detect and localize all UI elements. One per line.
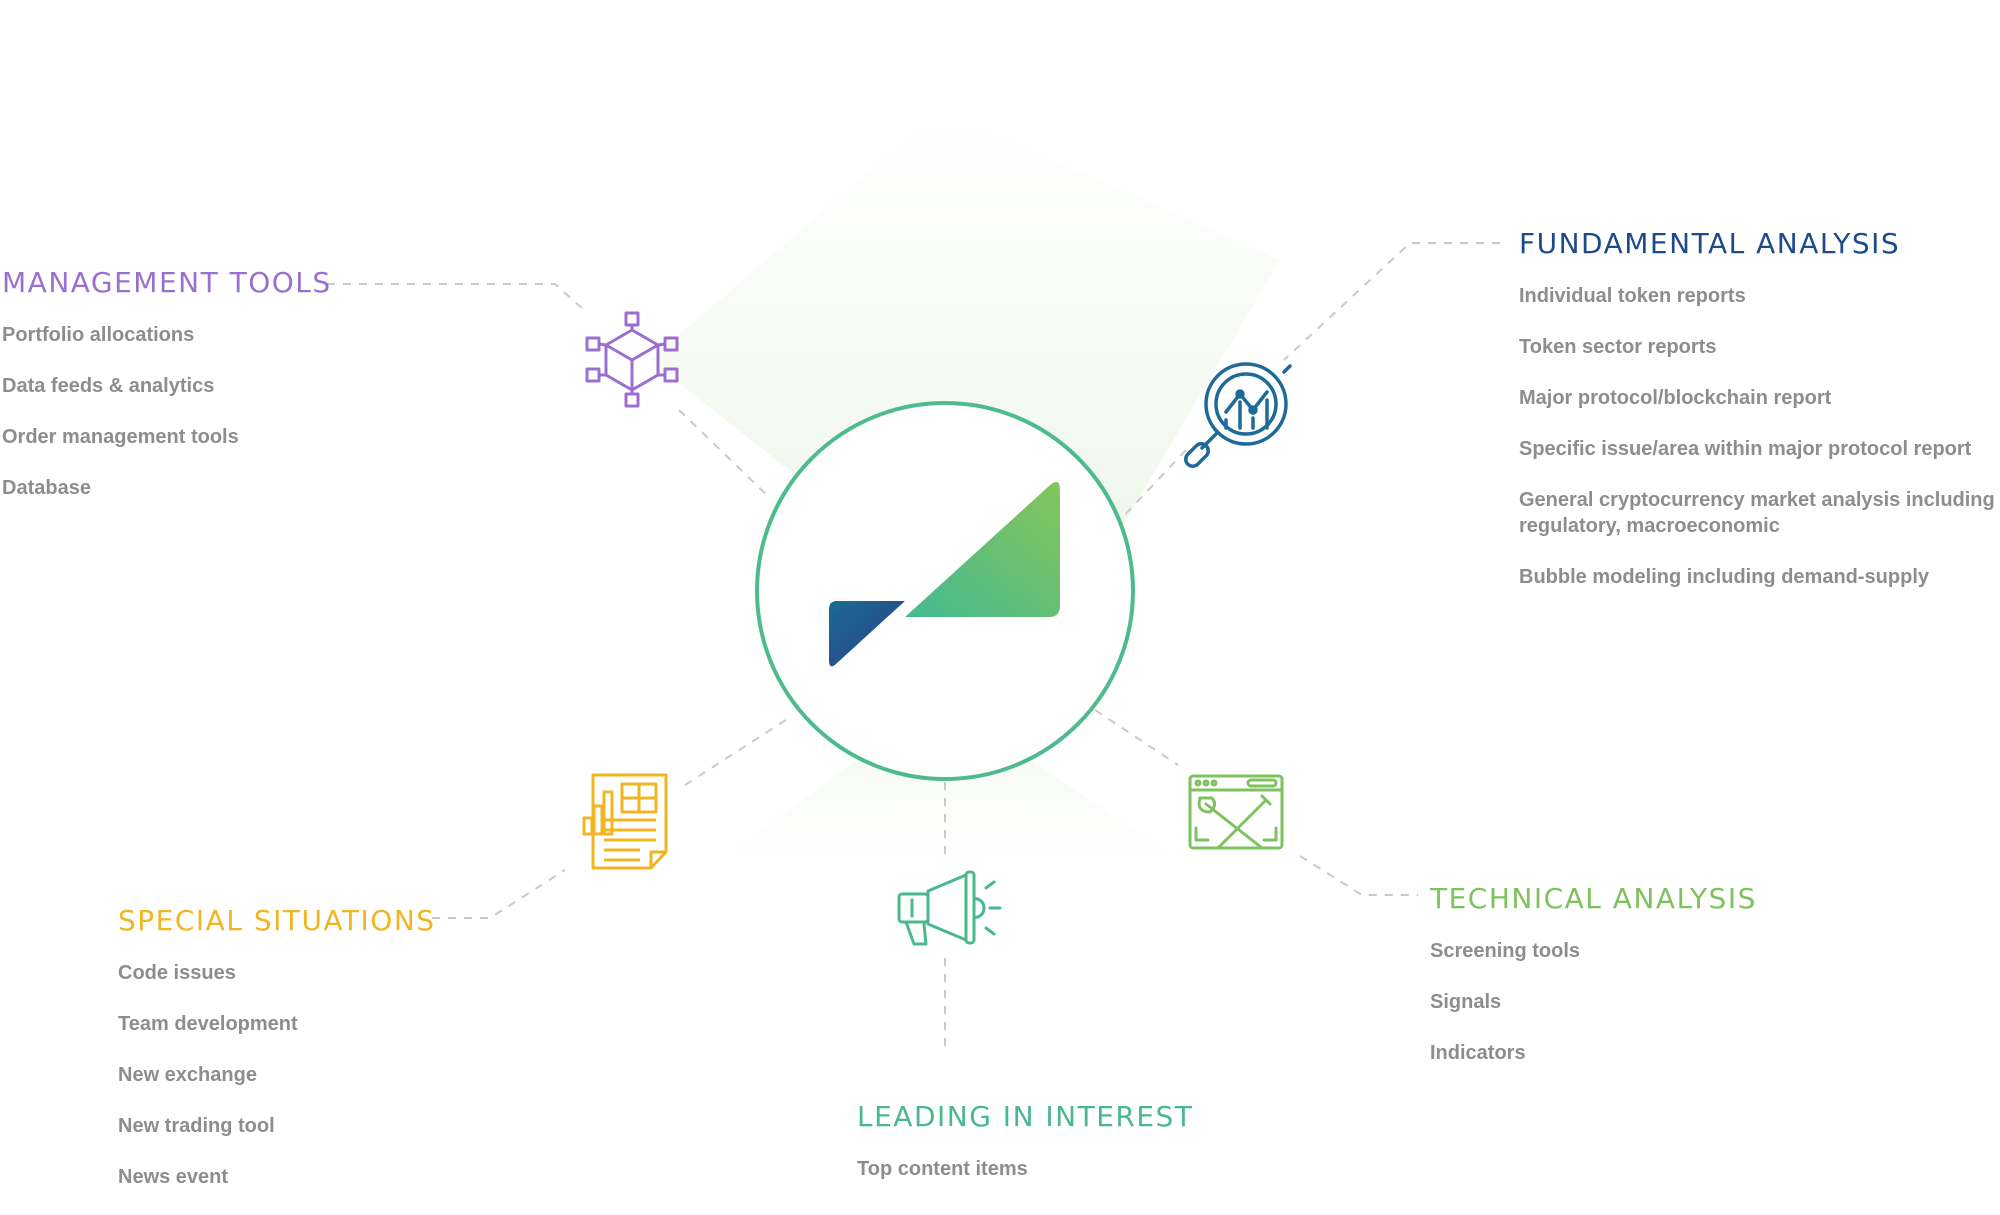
list-item: New trading tool [118,1115,275,1137]
section-title: SPECIAL SITUATIONS [118,904,436,937]
section-title: LEADING IN INTEREST [857,1100,1194,1133]
connector-fundamental [1283,242,1500,361]
network-cube-icon [585,311,679,408]
list-item: Screening tools [1430,940,1581,962]
brand-logo [829,481,1060,667]
section-management-tools: MANAGEMENT TOOLS Portfolio allocations D… [2,266,332,501]
list-item: News event [118,1166,229,1188]
connector-technical-inner [1094,709,1179,766]
list-item: Major protocol/blockchain report [1519,387,1832,409]
section-title: FUNDAMENTAL ANALYSIS [1519,227,1901,260]
connector-management-inner [678,409,771,499]
connector-special [432,869,566,919]
list-item: Portfolio allocations [2,324,195,346]
item-list: Individual token reports Token sector re… [1519,283,1997,590]
item-list: Portfolio allocations Data feeds & analy… [2,322,332,501]
list-item: Signals [1430,991,1502,1013]
list-item: Indicators [1430,1042,1526,1064]
list-item: Individual token reports [1519,285,1746,307]
section-technical-analysis: TECHNICAL ANALYSIS Screening tools Signa… [1430,882,1757,1066]
item-list: Code issues Team development New exchang… [118,960,436,1190]
section-special-situations: SPECIAL SITUATIONS Code issues Team deve… [118,904,436,1190]
list-item: General cryptocurrency market analysis i… [1519,489,1995,537]
connector-management [327,283,585,311]
list-item: Code issues [118,962,236,984]
connector-special-inner [684,715,793,786]
section-leading-in-interest: LEADING IN INTEREST Top content items [857,1100,1193,1182]
list-item: Token sector reports [1519,336,1717,358]
list-item: Top content items [857,1158,1028,1180]
list-item: Team development [118,1013,298,1035]
connector-technical [1299,855,1418,896]
item-list: Screening tools Signals Indicators [1430,938,1757,1066]
megaphone-icon [897,870,1002,946]
item-list: Top content items [857,1156,1193,1182]
list-item: Bubble modeling including demand-supply [1519,566,1929,588]
browser-tools-icon [1188,774,1284,850]
list-item: New exchange [118,1064,257,1086]
list-item: Order management tools [2,426,239,448]
section-fundamental-analysis: FUNDAMENTAL ANALYSIS Individual token re… [1519,227,1997,590]
section-title: TECHNICAL ANALYSIS [1430,882,1757,915]
list-item: Database [2,477,91,499]
list-item: Data feeds & analytics [2,375,215,397]
list-item: Specific issue/area within major protoco… [1519,438,1972,460]
magnifier-chart-icon [1184,362,1292,468]
section-title: MANAGEMENT TOOLS [2,266,332,299]
connector-fundamental-inner [1119,449,1187,521]
connectors [327,242,1500,1052]
newspaper-chart-icon [582,773,668,870]
